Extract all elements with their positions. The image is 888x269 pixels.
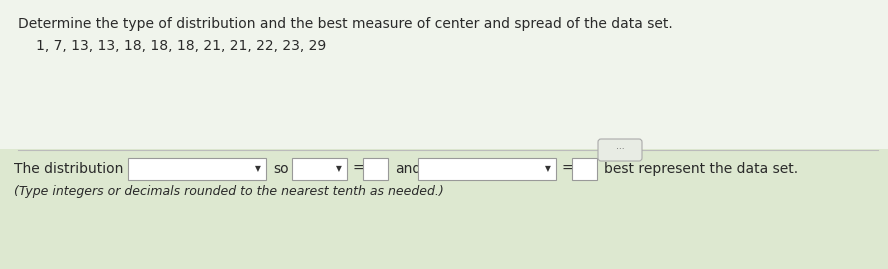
- Text: and: and: [395, 162, 421, 176]
- Text: ···: ···: [615, 146, 624, 154]
- Bar: [128, 158, 266, 180]
- Bar: [292, 158, 347, 180]
- FancyBboxPatch shape: [598, 139, 642, 161]
- Bar: [0, 0, 888, 149]
- Text: =: =: [561, 162, 573, 176]
- Text: =: =: [352, 162, 363, 176]
- Text: so: so: [273, 162, 289, 176]
- Text: Determine the type of distribution and the best measure of center and spread of : Determine the type of distribution and t…: [18, 17, 673, 31]
- Text: ▼: ▼: [336, 165, 342, 174]
- Text: ▼: ▼: [255, 165, 261, 174]
- Text: best represent the data set.: best represent the data set.: [604, 162, 798, 176]
- Text: ▼: ▼: [545, 165, 551, 174]
- Text: The distribution is: The distribution is: [14, 162, 139, 176]
- Bar: [418, 158, 556, 180]
- Bar: [572, 158, 597, 180]
- Text: 1, 7, 13, 13, 18, 18, 18, 21, 21, 22, 23, 29: 1, 7, 13, 13, 18, 18, 18, 21, 21, 22, 23…: [36, 39, 326, 53]
- Bar: [363, 158, 388, 180]
- Text: (Type integers or decimals rounded to the nearest tenth as needed.): (Type integers or decimals rounded to th…: [14, 185, 444, 197]
